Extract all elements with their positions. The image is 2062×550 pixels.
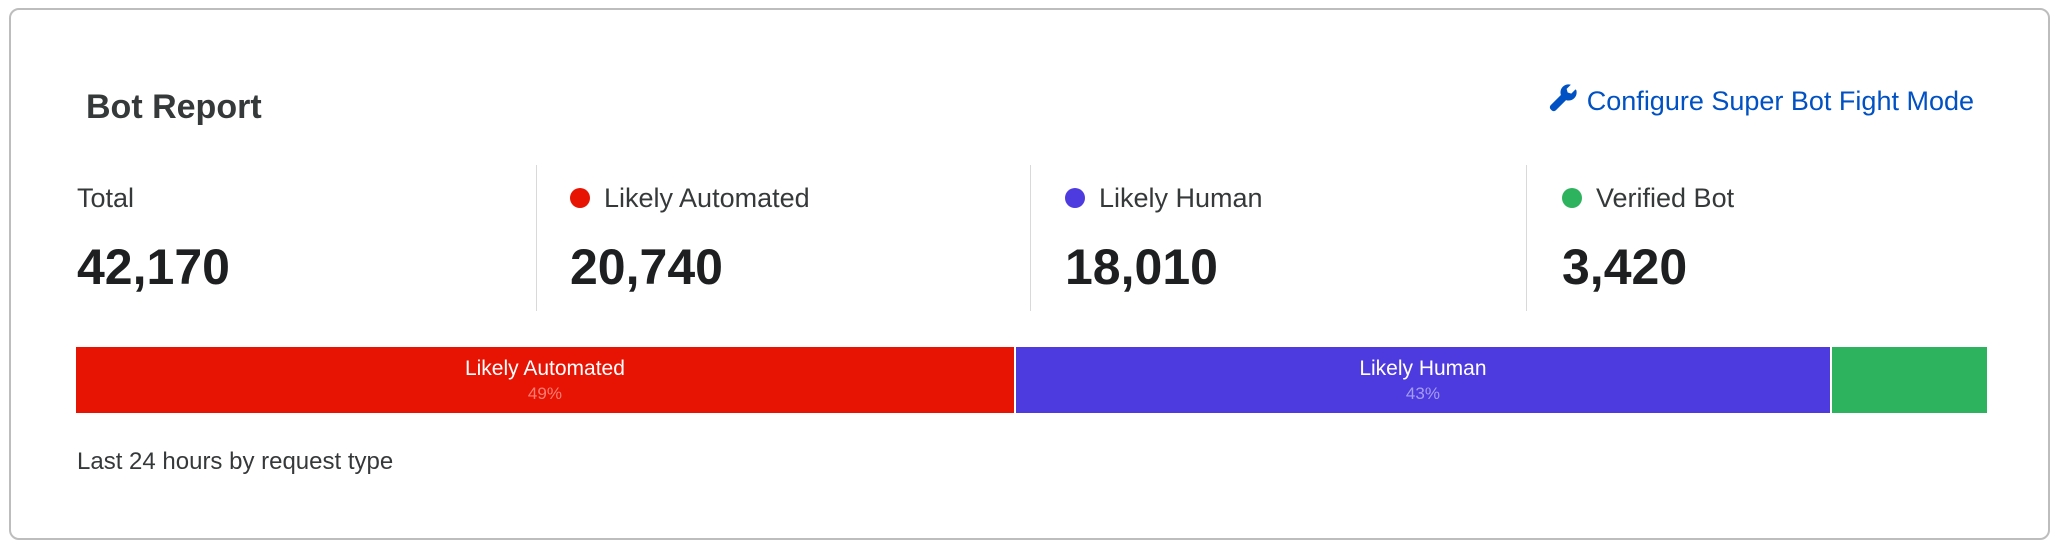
divider (536, 165, 537, 311)
configure-super-bot-fight-mode-link[interactable]: Configure Super Bot Fight Mode (1549, 84, 1974, 119)
stat-likely-automated: Likely Automated 20,740 (570, 180, 810, 296)
stat-likely-human: Likely Human 18,010 (1065, 180, 1263, 296)
blue-dot-icon (1065, 188, 1085, 208)
bar-segment-verified-bot[interactable] (1832, 347, 1987, 413)
bot-report-card: Bot Report Configure Super Bot Fight Mod… (9, 8, 2050, 540)
stat-label: Total (77, 182, 135, 213)
stat-verified-bot: Verified Bot 3,420 (1562, 180, 1734, 296)
configure-link-label: Configure Super Bot Fight Mode (1586, 86, 1974, 116)
segment-percent: 43% (1405, 383, 1440, 403)
stat-total: Total 42,170 (77, 180, 230, 296)
stat-label: Likely Automated (604, 182, 810, 213)
segment-label: Likely Human (1359, 356, 1487, 380)
stat-value: 42,170 (77, 239, 230, 295)
footer-caption: Last 24 hours by request type (77, 448, 394, 475)
stat-label: Likely Human (1099, 182, 1263, 213)
divider (1526, 165, 1527, 311)
divider (1030, 165, 1031, 311)
stat-value: 3,420 (1562, 239, 1688, 295)
stat-label: Verified Bot (1596, 182, 1735, 213)
request-type-stacked-bar: Likely Automated 49% Likely Human 43% (76, 347, 1987, 413)
card-title: Bot Report (86, 88, 262, 126)
stat-value: 20,740 (570, 239, 723, 295)
segment-label: Likely Automated (464, 356, 625, 380)
green-dot-icon (1562, 188, 1582, 208)
stat-value: 18,010 (1065, 239, 1218, 295)
segment-percent: 49% (527, 383, 562, 403)
red-dot-icon (570, 188, 590, 208)
bar-segment-likely-automated[interactable]: Likely Automated 49% (76, 347, 1016, 413)
wrench-icon (1549, 84, 1577, 119)
bar-segment-likely-human[interactable]: Likely Human 43% (1015, 347, 1832, 413)
